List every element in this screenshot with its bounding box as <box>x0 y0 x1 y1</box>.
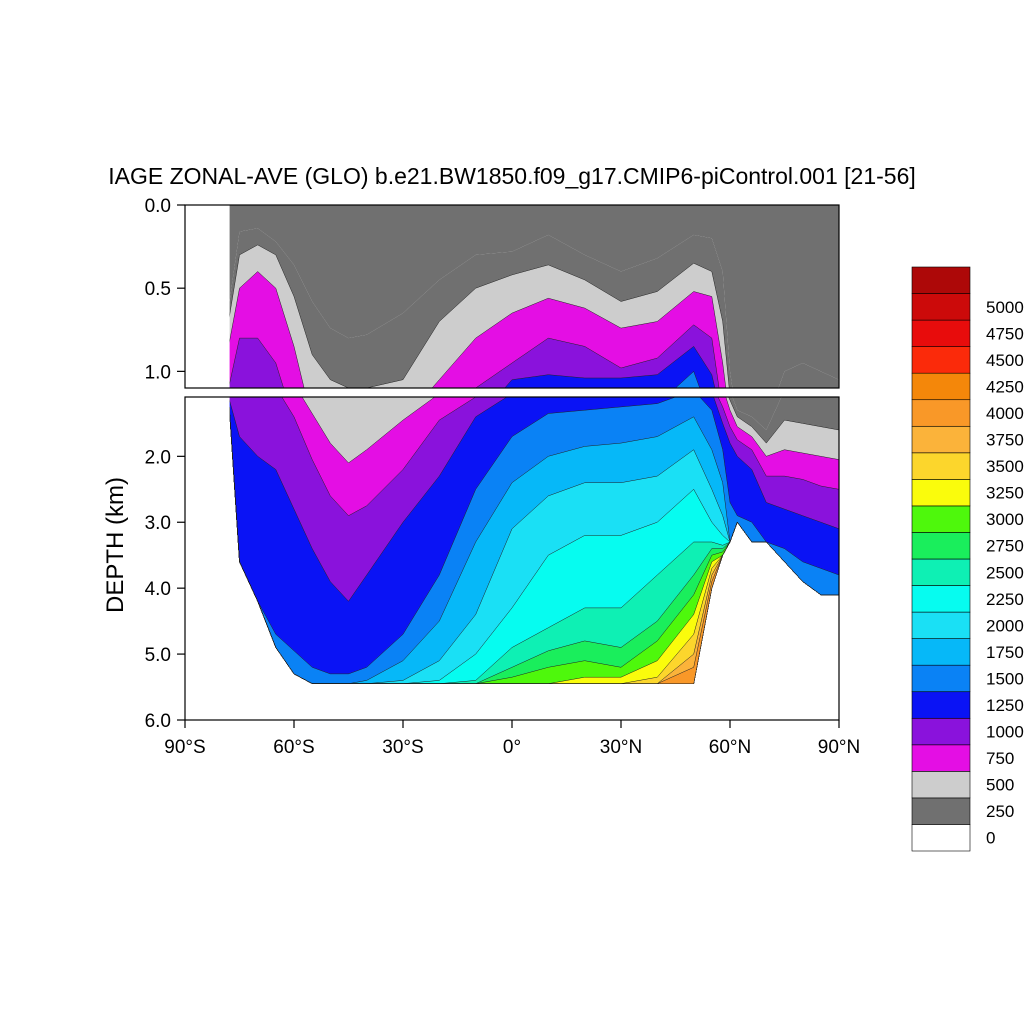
colorbar-label: 3250 <box>986 484 1024 503</box>
colorbar-label: 4000 <box>986 404 1024 423</box>
colorbar-label: 2000 <box>986 616 1024 635</box>
colorbar-swatch <box>911 293 971 321</box>
colorbar-swatch <box>911 744 971 772</box>
colorbar-swatch <box>911 691 971 719</box>
colorbar-label: 750 <box>986 749 1014 768</box>
lower-panel-fills <box>185 397 839 720</box>
colorbar-swatch <box>911 505 971 533</box>
colorbar-label: 1000 <box>986 723 1024 742</box>
colorbar: 0 250 500 750 1000 1250 1500 1750 2000 2250 2500 27… <box>911 266 1024 852</box>
colorbar-swatch <box>911 585 971 613</box>
upper-contour-band-1000 <box>228 324 720 388</box>
colorbar-label: 2250 <box>986 590 1024 609</box>
colorbar-swatch <box>911 452 971 480</box>
colorbar-swatch <box>911 797 971 825</box>
lower-surface-band <box>732 397 782 430</box>
x-tick-label: 60°S <box>273 737 314 758</box>
x-tick-label: 60°N <box>709 737 751 758</box>
upper-panel-fills <box>185 205 839 388</box>
y-axis-title: DEPTH (km) <box>102 477 129 613</box>
y-tick-label: 6.0 <box>145 711 171 732</box>
lower-land-mask <box>185 397 230 720</box>
colorbar-label: 4750 <box>986 324 1024 343</box>
y-tick-label: 1.0 <box>145 362 171 383</box>
x-tick-label: 90°N <box>818 737 860 758</box>
upper-contour-band-1250 <box>228 346 716 388</box>
colorbar-swatch <box>911 664 971 693</box>
colorbar-swatch <box>911 372 971 401</box>
colorbar-label: 3750 <box>986 431 1024 450</box>
colorbar-swatch <box>911 346 971 374</box>
colorbar-label: 1250 <box>986 696 1024 715</box>
colorbar-swatch <box>911 425 971 454</box>
x-tick-label: 30°N <box>600 737 642 758</box>
colorbar-label: 3500 <box>986 457 1024 476</box>
y-tick-label: 3.0 <box>145 513 171 534</box>
colorbar-swatch <box>911 611 971 639</box>
x-tick-label: 0° <box>503 737 521 758</box>
colorbar-swatch <box>911 824 971 852</box>
colorbar-swatch <box>911 638 971 666</box>
colorbar-label: 3000 <box>986 510 1024 529</box>
y-tick-label: 0.5 <box>145 279 171 300</box>
colorbar-swatch <box>911 717 971 746</box>
colorbar-swatch <box>911 319 971 347</box>
y-tick-label: 2.0 <box>145 447 171 468</box>
x-tick-label: 30°S <box>382 737 423 758</box>
lower-contour-band-4000 <box>228 397 839 684</box>
y-tick-label: 5.0 <box>145 645 171 666</box>
colorbar-label: 4500 <box>986 351 1024 370</box>
upper-panel-frame <box>184 204 840 389</box>
colorbar-swatch <box>911 771 971 799</box>
colorbar-swatch <box>911 532 971 560</box>
y-tick-label: 0.0 <box>145 196 171 217</box>
colorbar-swatch <box>911 558 971 586</box>
x-tick-label: 90°S <box>164 737 205 758</box>
colorbar-swatch <box>911 479 971 507</box>
y-tick-label: 4.0 <box>145 579 171 600</box>
colorbar-label: 4250 <box>986 377 1024 396</box>
colorbar-label: 1750 <box>986 643 1024 662</box>
colorbar-label: 5000 <box>986 298 1024 317</box>
colorbar-label: 1500 <box>986 669 1024 688</box>
chart-title: IAGE ZONAL-AVE (GLO) b.e21.BW1850.f09_g1… <box>108 163 916 189</box>
colorbar-label: 0 <box>986 829 995 848</box>
upper-land-mask <box>185 205 230 388</box>
axis-ticks: 0.0 0.5 1.0 2.0 3.0 4.0 5.0 6.0 90°S 60°S 30°S 0° 30… <box>145 196 861 758</box>
upper-surface-band <box>228 205 839 388</box>
colorbar-swatch <box>911 399 971 427</box>
colorbar-swatch <box>911 266 971 294</box>
colorbar-label: 500 <box>986 776 1014 795</box>
colorbar-label: 250 <box>986 802 1014 821</box>
colorbar-label: 2750 <box>986 537 1024 556</box>
colorbar-label: 2500 <box>986 563 1024 582</box>
